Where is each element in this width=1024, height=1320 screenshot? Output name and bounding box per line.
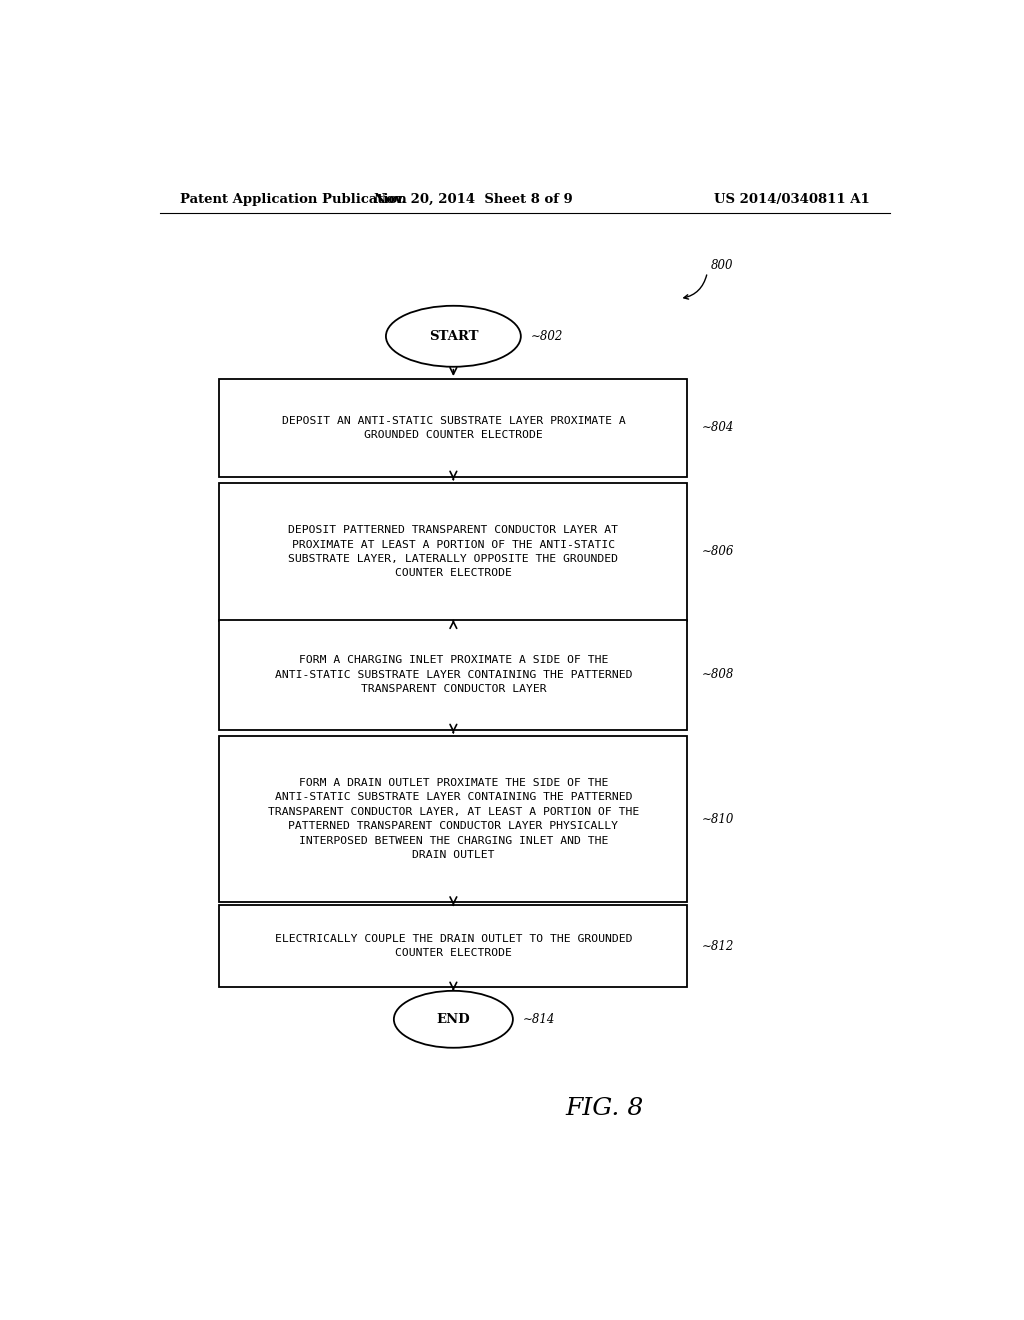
Text: FIG. 8: FIG. 8 (565, 1097, 643, 1121)
Bar (219, 906, 687, 987)
Text: ∼802: ∼802 (530, 330, 563, 343)
Text: ∼808: ∼808 (701, 668, 734, 681)
Text: FORM A DRAIN OUTLET PROXIMATE THE SIDE OF THE
ANTI-STATIC SUBSTRATE LAYER CONTAI: FORM A DRAIN OUTLET PROXIMATE THE SIDE O… (267, 777, 639, 861)
Text: ∼812: ∼812 (701, 940, 734, 953)
Text: Patent Application Publication: Patent Application Publication (179, 193, 407, 206)
Text: END: END (436, 1012, 470, 1026)
Bar (219, 379, 687, 477)
Text: US 2014/0340811 A1: US 2014/0340811 A1 (715, 193, 870, 206)
Ellipse shape (394, 991, 513, 1048)
Text: 800: 800 (712, 259, 734, 272)
Text: ∼806: ∼806 (701, 545, 734, 558)
Text: DEPOSIT PATTERNED TRANSPARENT CONDUCTOR LAYER AT
PROXIMATE AT LEAST A PORTION OF: DEPOSIT PATTERNED TRANSPARENT CONDUCTOR … (289, 525, 618, 578)
Bar (219, 483, 687, 620)
Text: ELECTRICALLY COUPLE THE DRAIN OUTLET TO THE GROUNDED
COUNTER ELECTRODE: ELECTRICALLY COUPLE THE DRAIN OUTLET TO … (274, 935, 632, 958)
FancyArrowPatch shape (684, 275, 707, 300)
Text: START: START (429, 330, 478, 343)
Text: ∼804: ∼804 (701, 421, 734, 434)
Text: Nov. 20, 2014  Sheet 8 of 9: Nov. 20, 2014 Sheet 8 of 9 (374, 193, 572, 206)
Text: DEPOSIT AN ANTI-STATIC SUBSTRATE LAYER PROXIMATE A
GROUNDED COUNTER ELECTRODE: DEPOSIT AN ANTI-STATIC SUBSTRATE LAYER P… (282, 416, 626, 440)
Text: ∼814: ∼814 (522, 1012, 555, 1026)
Ellipse shape (386, 306, 521, 367)
Bar (219, 620, 687, 730)
Text: ∼810: ∼810 (701, 813, 734, 825)
Bar (219, 735, 687, 903)
Text: FORM A CHARGING INLET PROXIMATE A SIDE OF THE
ANTI-STATIC SUBSTRATE LAYER CONTAI: FORM A CHARGING INLET PROXIMATE A SIDE O… (274, 655, 632, 694)
